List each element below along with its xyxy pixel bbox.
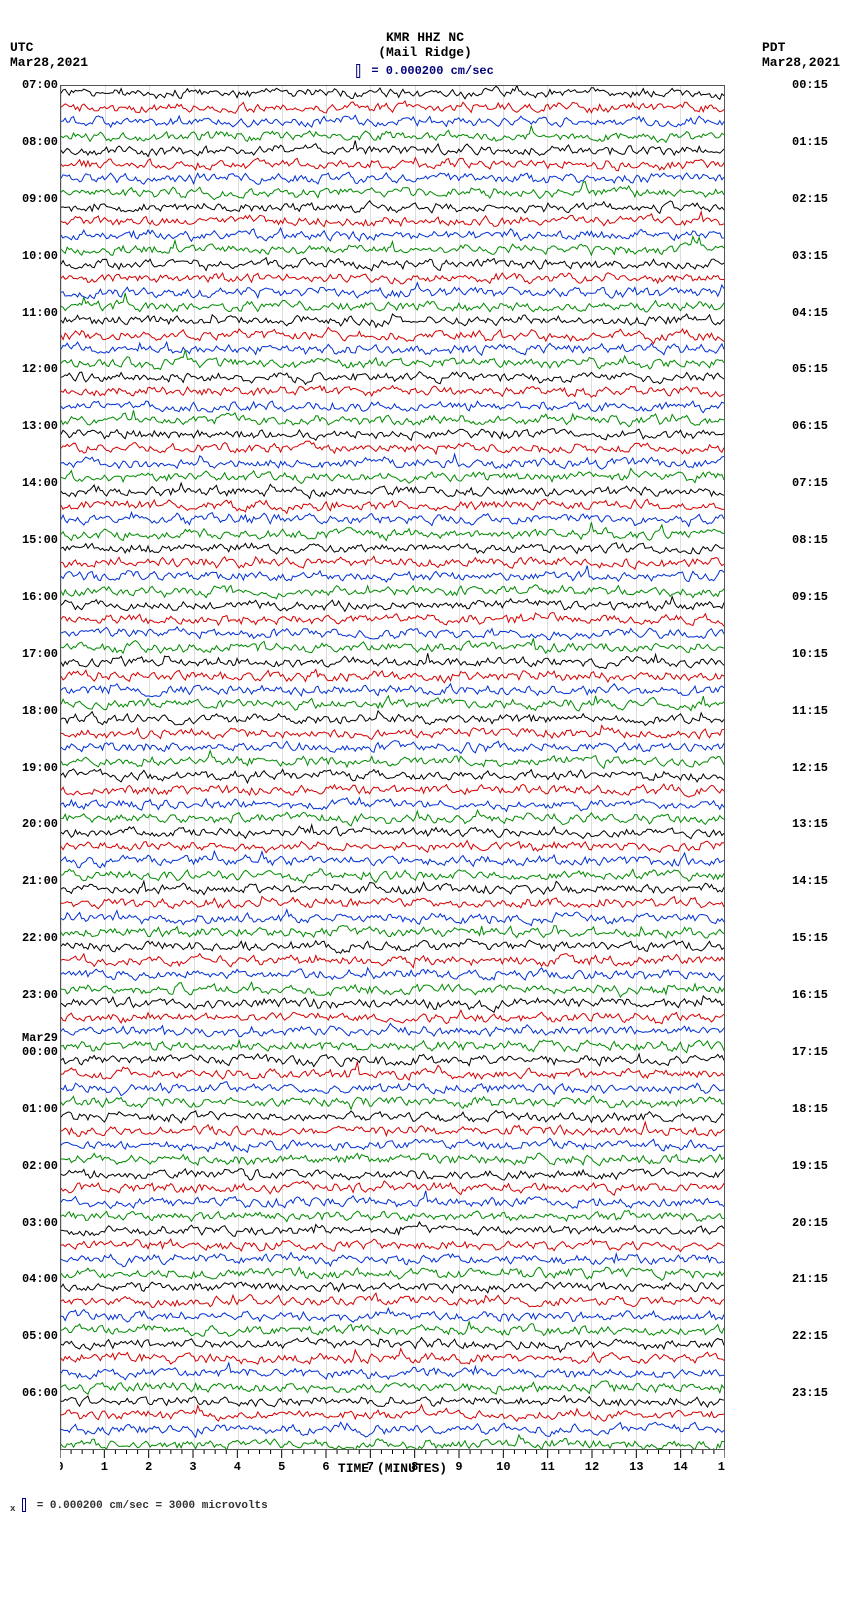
utc-time-label: 21:00: [10, 874, 58, 888]
seismogram-container: UTC Mar28,2021 KMR HHZ NC (Mail Ridge) =…: [10, 10, 840, 1514]
plot-area: 07:0008:0009:0010:0011:0012:0013:0014:00…: [10, 85, 840, 1490]
svg-text:12: 12: [585, 1460, 599, 1474]
pdt-time-label: 22:15: [792, 1329, 840, 1343]
svg-text:1: 1: [101, 1460, 108, 1474]
pdt-time-label: 09:15: [792, 590, 840, 604]
utc-time-label: 22:00: [10, 931, 58, 945]
x-axis: 0123456789101112131415 TIME (MINUTES): [60, 1450, 725, 1476]
header-left: UTC Mar28,2021: [10, 40, 88, 70]
pdt-time-label: 10:15: [792, 647, 840, 661]
pdt-time-label: 03:15: [792, 249, 840, 263]
utc-time-label: 06:00: [10, 1386, 58, 1400]
utc-time-label: 00:00: [10, 1045, 58, 1059]
svg-text:11: 11: [540, 1460, 554, 1474]
svg-text:0: 0: [60, 1460, 64, 1474]
utc-time-label: 18:00: [10, 704, 58, 718]
header-center: KMR HHZ NC (Mail Ridge) = 0.000200 cm/se…: [356, 30, 494, 78]
x-axis-label: TIME (MINUTES): [338, 1461, 447, 1476]
right-date: Mar28,2021: [762, 55, 840, 70]
utc-time-label: 13:00: [10, 419, 58, 433]
svg-text:4: 4: [234, 1460, 241, 1474]
utc-time-label: 02:00: [10, 1159, 58, 1173]
svg-text:15: 15: [718, 1460, 725, 1474]
right-tz: PDT: [762, 40, 840, 55]
svg-text:6: 6: [322, 1460, 329, 1474]
pdt-time-label: 01:15: [792, 135, 840, 149]
pdt-time-label: 02:15: [792, 192, 840, 206]
pdt-time-label: 12:15: [792, 761, 840, 775]
utc-time-label: 17:00: [10, 647, 58, 661]
pdt-time-label: 19:15: [792, 1159, 840, 1173]
utc-time-label: 08:00: [10, 135, 58, 149]
utc-time-label: 01:00: [10, 1102, 58, 1116]
pdt-time-label: 05:15: [792, 362, 840, 376]
svg-text:14: 14: [673, 1460, 687, 1474]
pdt-time-label: 06:15: [792, 419, 840, 433]
utc-time-label: 10:00: [10, 249, 58, 263]
footer-text: = 0.000200 cm/sec = 3000 microvolts: [37, 1500, 268, 1512]
svg-text:2: 2: [145, 1460, 152, 1474]
pdt-time-label: 08:15: [792, 533, 840, 547]
scale-bar-icon: [22, 1498, 26, 1512]
station-location: (Mail Ridge): [356, 45, 494, 60]
utc-time-label: 04:00: [10, 1272, 58, 1286]
utc-time-label: 11:00: [10, 306, 58, 320]
header-right: PDT Mar28,2021: [762, 40, 840, 70]
pdt-time-label: 13:15: [792, 817, 840, 831]
pdt-time-label: 15:15: [792, 931, 840, 945]
svg-text:3: 3: [189, 1460, 196, 1474]
svg-text:5: 5: [278, 1460, 285, 1474]
utc-time-label: 19:00: [10, 761, 58, 775]
utc-time-label: 23:00: [10, 988, 58, 1002]
pdt-time-label: 17:15: [792, 1045, 840, 1059]
pdt-time-label: 04:15: [792, 306, 840, 320]
header: UTC Mar28,2021 KMR HHZ NC (Mail Ridge) =…: [10, 10, 840, 85]
scale-indicator: = 0.000200 cm/sec: [356, 64, 494, 78]
utc-time-label: 20:00: [10, 817, 58, 831]
utc-time-label: 03:00: [10, 1216, 58, 1230]
pdt-time-label: 21:15: [792, 1272, 840, 1286]
utc-time-label: 14:00: [10, 476, 58, 490]
pdt-time-label: 00:15: [792, 78, 840, 92]
pdt-time-label: 18:15: [792, 1102, 840, 1116]
pdt-time-label: 14:15: [792, 874, 840, 888]
utc-time-label: 05:00: [10, 1329, 58, 1343]
day-marker-label: Mar29: [10, 1031, 58, 1045]
utc-time-label: 09:00: [10, 192, 58, 206]
pdt-time-label: 16:15: [792, 988, 840, 1002]
utc-time-label: 07:00: [10, 78, 58, 92]
pdt-time-label: 11:15: [792, 704, 840, 718]
pdt-time-label: 07:15: [792, 476, 840, 490]
scale-bar-icon: [356, 64, 360, 78]
utc-time-label: 15:00: [10, 533, 58, 547]
scale-text: = 0.000200 cm/sec: [371, 64, 493, 78]
station-id: KMR HHZ NC: [356, 30, 494, 45]
svg-text:9: 9: [455, 1460, 462, 1474]
utc-time-label: 12:00: [10, 362, 58, 376]
seismogram-plot: [60, 85, 725, 1450]
gridline: [724, 86, 725, 1449]
left-tz: UTC: [10, 40, 88, 55]
footer: x = 0.000200 cm/sec = 3000 microvolts: [10, 1498, 840, 1514]
utc-time-label: 16:00: [10, 590, 58, 604]
svg-text:10: 10: [496, 1460, 510, 1474]
seismic-trace: [61, 1430, 724, 1450]
pdt-time-label: 23:15: [792, 1386, 840, 1400]
left-date: Mar28,2021: [10, 55, 88, 70]
svg-text:13: 13: [629, 1460, 643, 1474]
pdt-time-label: 20:15: [792, 1216, 840, 1230]
